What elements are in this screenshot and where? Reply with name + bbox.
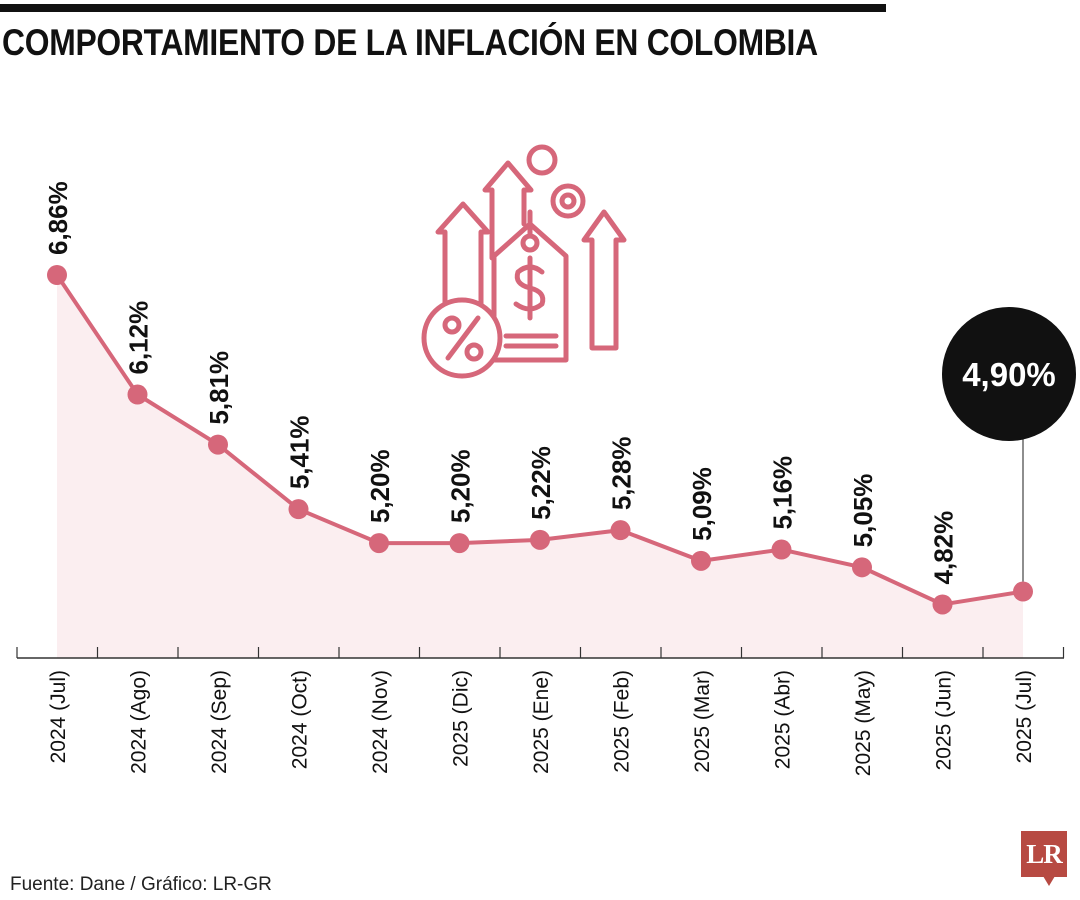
data-point: [208, 434, 228, 455]
x-tick-label: 2025 (Jun): [933, 670, 956, 770]
data-point: [127, 384, 148, 405]
x-tick-label: 2025 (Dic): [450, 670, 473, 767]
data-point: [932, 594, 953, 615]
area-fill: [57, 275, 1023, 658]
x-tick-label: 2024 (Jul): [47, 670, 70, 763]
data-point: [288, 499, 309, 520]
data-label: 5,20%: [446, 449, 476, 523]
data-label: 5,41%: [285, 415, 315, 489]
x-tick-label: 2024 (Sep): [208, 670, 231, 774]
top-rule: [0, 4, 886, 12]
data-point: [771, 539, 792, 560]
data-point: [530, 529, 550, 550]
x-tick-label: 2024 (Nov): [369, 670, 392, 774]
x-tick-label: 2024 (Ago): [128, 670, 151, 774]
data-point: [369, 533, 389, 554]
x-tick-label: 2025 (Jul): [1013, 670, 1036, 763]
inflation-price-tag-arrows-icon: [421, 144, 627, 379]
data-label: 5,09%: [687, 467, 717, 541]
data-point: [449, 533, 470, 554]
data-point: [852, 557, 872, 578]
x-tick-label: 2025 (Ene): [530, 670, 553, 774]
data-label: 5,05%: [848, 474, 878, 548]
page-title: COMPORTAMIENTO DE LA INFLACIÓN EN COLOMB…: [2, 22, 818, 63]
x-tick-label: 2024 (Oct): [289, 670, 312, 769]
data-label: 5,22%: [526, 446, 556, 520]
x-tick-label: 2025 (Abr): [772, 670, 795, 769]
data-label: 5,81%: [204, 351, 234, 425]
data-label: 5,20%: [365, 449, 395, 523]
data-label: 6,12%: [124, 301, 154, 375]
x-tick-label: 2025 (May): [852, 670, 875, 776]
x-tick-label: 2025 (Feb): [611, 670, 634, 773]
lr-logo: LR: [1021, 831, 1067, 877]
data-label: 6,86%: [43, 181, 73, 255]
callout-label: 4,90%: [962, 356, 1056, 393]
lr-logo-tail: [1043, 876, 1055, 886]
callout-circle: [942, 307, 1076, 441]
data-point: [1013, 581, 1033, 602]
source-note: Fuente: Dane / Gráfico: LR-GR: [10, 874, 272, 895]
data-label: 4,82%: [929, 511, 959, 585]
data-point: [610, 520, 631, 541]
data-label: 5,28%: [607, 436, 637, 510]
data-point: [47, 265, 67, 285]
data-label: 5,16%: [768, 456, 798, 530]
data-point: [691, 550, 711, 571]
x-tick-label: 2025 (Mar): [691, 670, 714, 773]
